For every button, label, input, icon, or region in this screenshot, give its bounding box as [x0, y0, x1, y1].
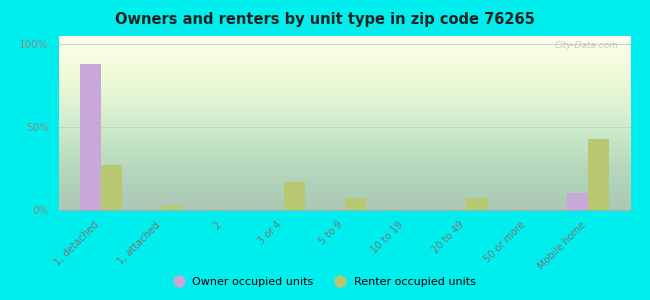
Bar [162, 205, 183, 210]
Bar [588, 139, 609, 210]
Legend: Owner occupied units, Renter occupied units: Owner occupied units, Renter occupied un… [170, 272, 480, 291]
Bar [101, 165, 122, 210]
Text: City-Data.com: City-Data.com [555, 41, 619, 50]
Bar [80, 64, 101, 210]
Text: Owners and renters by unit type in zip code 76265: Owners and renters by unit type in zip c… [115, 12, 535, 27]
Bar [466, 198, 488, 210]
Bar [283, 182, 305, 210]
Bar [344, 198, 366, 210]
Bar [567, 194, 588, 210]
